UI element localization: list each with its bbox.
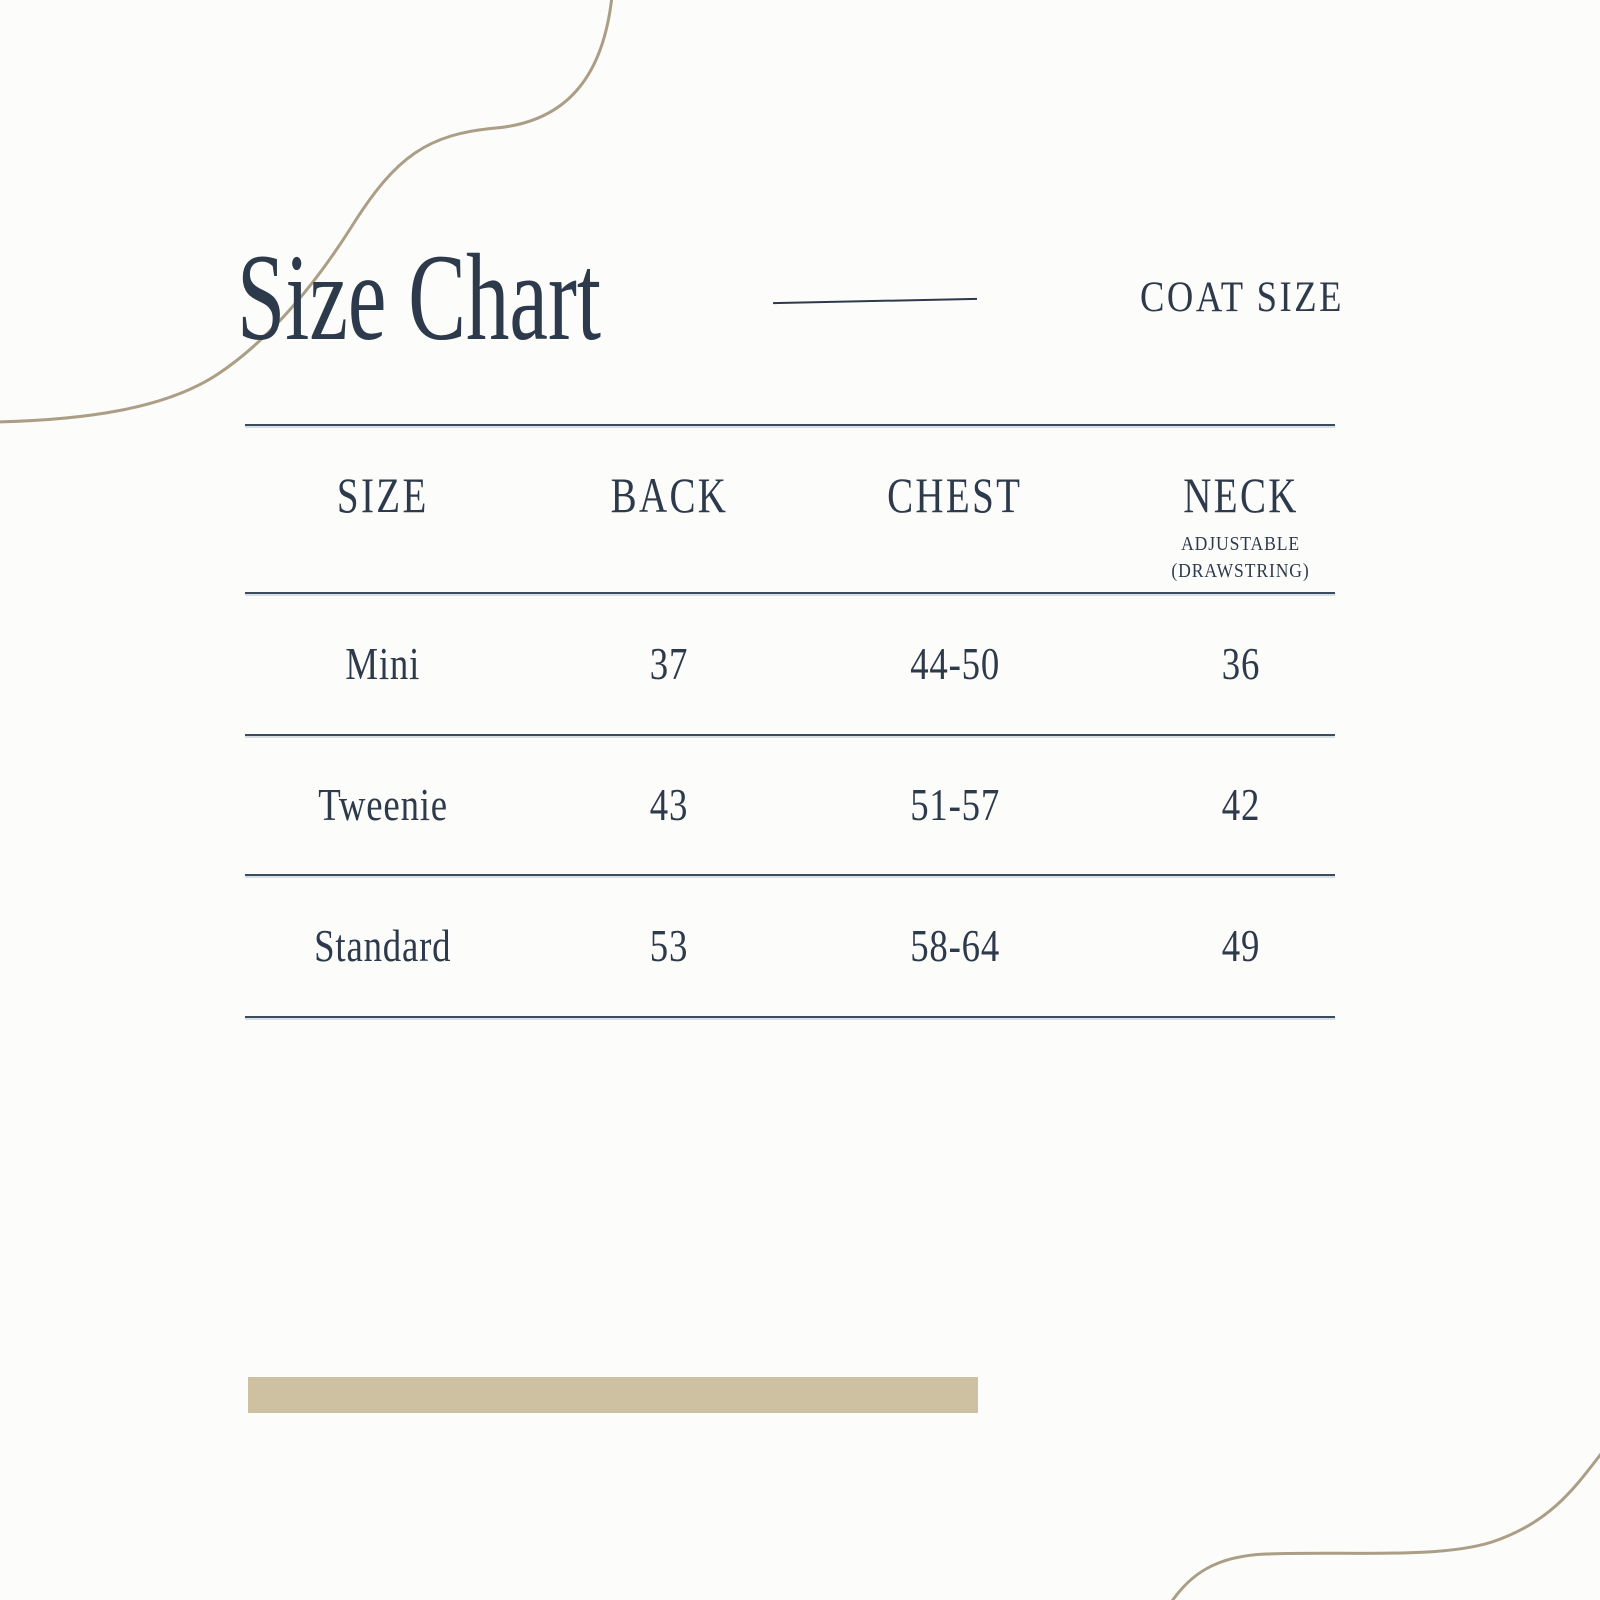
page-title-text: Size Chart [237, 229, 601, 366]
row-3-back-cell: 53 [649, 920, 689, 971]
table-rule-under-row-1 [245, 734, 1335, 736]
row-3-chest-cell: 58-64 [910, 920, 1000, 971]
side-label: COAT SIZE [1082, 276, 1344, 319]
table-rule-under-header [245, 592, 1335, 594]
accent-bar [248, 1377, 978, 1413]
neck-sublabel-line-2: (DRAWSTRING) [1171, 560, 1311, 582]
table-row: Mini 37 44-50 36 [240, 594, 1384, 734]
table-rule-top [245, 424, 1335, 426]
column-header-neck-label: NECK [1183, 467, 1299, 523]
corner-flourish-top-left-icon [0, 0, 613, 424]
table-rule-under-row-2 [245, 874, 1335, 876]
table-row: Tweenie 43 51-57 42 [240, 736, 1384, 874]
column-header-back-label: BACK [610, 467, 728, 523]
side-label-text: COAT SIZE [1139, 274, 1344, 321]
row-1-size-cell: Mini [345, 638, 421, 689]
row-2-back-cell: 43 [649, 779, 689, 830]
column-header-size-label: SIZE [337, 467, 429, 523]
column-header-chest: CHEST [812, 424, 1098, 592]
row-2-size-cell: Tweenie [318, 779, 448, 830]
column-header-chest-label: CHEST [887, 467, 1023, 523]
table-header-row: SIZE BACK CHEST NECK ADJUSTABLE (DRAWSTR… [240, 424, 1384, 592]
neck-sublabel-line-1: ADJUSTABLE [1181, 533, 1301, 555]
table-row: Standard 53 58-64 49 [240, 876, 1384, 1016]
row-1-neck-cell: 36 [1221, 638, 1261, 689]
column-header-neck-sublabel: ADJUSTABLE (DRAWSTRING) [1162, 531, 1319, 585]
corner-flourish-bottom-right-icon [1171, 1452, 1600, 1600]
page-title: Size Chart [237, 236, 757, 360]
column-header-neck: NECK ADJUSTABLE (DRAWSTRING) [1098, 424, 1384, 592]
column-header-size: SIZE [240, 424, 526, 592]
row-1-back-cell: 37 [649, 638, 689, 689]
column-header-back: BACK [526, 424, 812, 592]
row-2-chest-cell: 51-57 [910, 779, 1000, 830]
table-rule-bottom [245, 1016, 1335, 1018]
size-table: SIZE BACK CHEST NECK ADJUSTABLE (DRAWSTR… [245, 424, 1335, 1020]
row-3-size-cell: Standard [314, 920, 452, 971]
row-2-neck-cell: 42 [1221, 779, 1261, 830]
row-1-chest-cell: 44-50 [910, 638, 1000, 689]
row-3-neck-cell: 49 [1221, 920, 1261, 971]
